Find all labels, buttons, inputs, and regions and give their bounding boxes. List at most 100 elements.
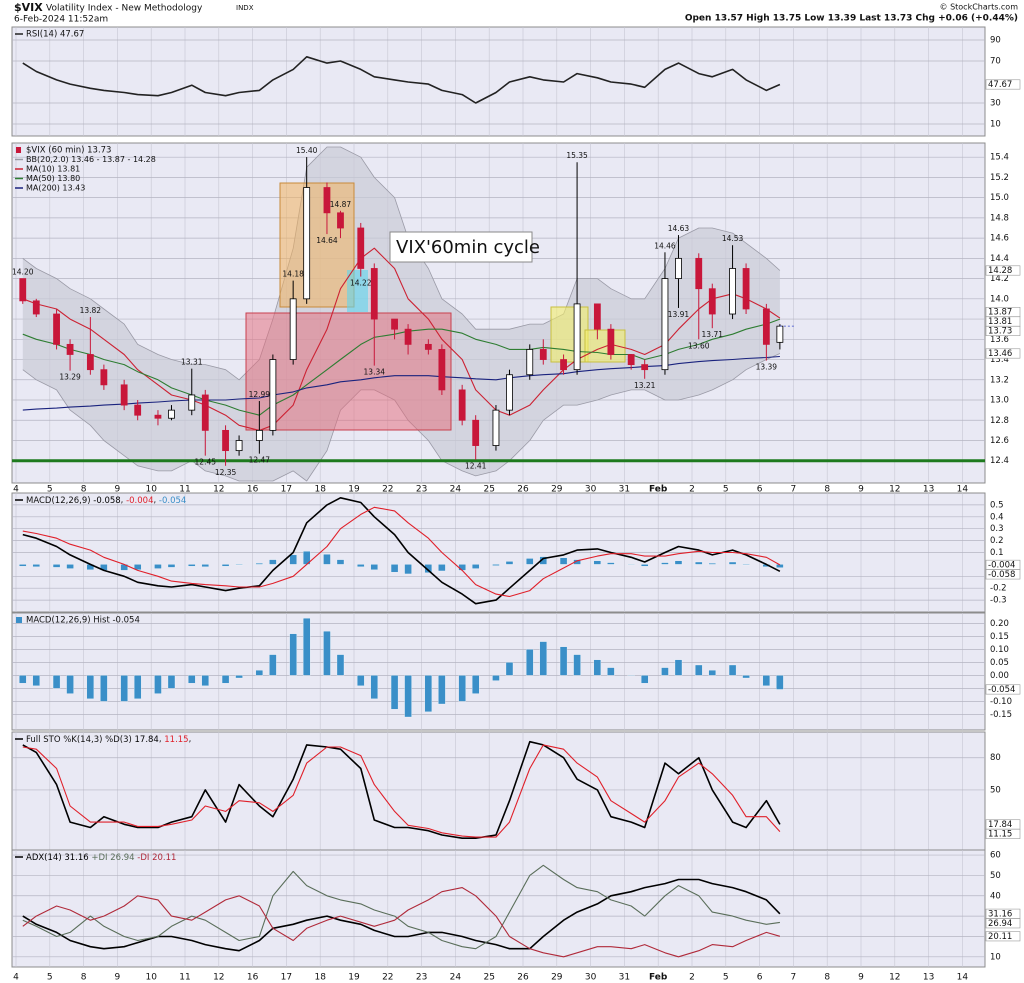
- value-tag: [985, 79, 1021, 90]
- candle-body: [472, 419, 480, 446]
- candle-body: [235, 440, 243, 452]
- histogram-bar: [492, 564, 500, 566]
- histogram-bar: [269, 559, 277, 565]
- x-tick-label: 12: [889, 973, 900, 983]
- histogram-bar: [505, 662, 514, 676]
- series-line: [22, 744, 781, 838]
- x-tick-label: Feb: [649, 485, 668, 495]
- histogram-bar: [674, 560, 683, 565]
- y-tick-label: -0.15: [990, 710, 1012, 720]
- x-tick-label: 18: [314, 485, 326, 495]
- histogram-bar: [357, 675, 365, 686]
- low-label: 12.41: [465, 462, 487, 471]
- symbol: $VIX: [14, 1, 43, 14]
- high-label: 14.63: [668, 224, 690, 233]
- histogram-bar: [19, 675, 27, 684]
- x-tick-label: 22: [382, 485, 393, 495]
- histogram-bar: [235, 675, 243, 679]
- y-tick-label: 12.4: [990, 456, 1009, 466]
- candle-body: [86, 354, 94, 371]
- candle-body: [424, 343, 432, 350]
- candle-body: [695, 257, 703, 290]
- y-tick-label: 0.20: [990, 619, 1009, 629]
- series-line: [22, 506, 781, 598]
- histogram-bar: [539, 556, 547, 565]
- value-tag-label: 11.15: [988, 829, 1012, 839]
- histogram-bar: [167, 675, 176, 689]
- value-tag: [985, 348, 1021, 359]
- histogram-bar: [559, 557, 568, 565]
- value-tag: [985, 684, 1021, 695]
- y-tick-label: 70: [990, 57, 1001, 67]
- histogram-bar: [32, 675, 40, 686]
- candle-body: [607, 328, 615, 355]
- value-tag: [985, 569, 1021, 580]
- x-tick-label: 10: [145, 973, 157, 983]
- candle-body: [593, 303, 601, 330]
- legend-prefix: Full STO %K(14,3) %D(3): [26, 735, 132, 745]
- x-tick-label: 31: [619, 973, 630, 983]
- series-line: [22, 318, 781, 416]
- panel-title: MACD(12,26,9) Hist -0.054: [26, 616, 140, 626]
- y-tick-label: 13.0: [990, 396, 1009, 406]
- x-tick-label: 4: [13, 973, 19, 983]
- histogram-bar: [86, 675, 95, 699]
- legend-label: MA(50) 13.80: [26, 174, 80, 183]
- low-label: 13.91: [668, 310, 690, 319]
- value-tag-label: 14.28: [988, 266, 1012, 276]
- low-label: 13.21: [634, 381, 656, 390]
- histogram-bar: [336, 654, 345, 676]
- x-tick-label: 16: [247, 973, 259, 983]
- bollinger-upper: [22, 146, 781, 381]
- low-label: 13.29: [59, 373, 81, 382]
- histogram-bar: [289, 633, 297, 676]
- panel-frame: [11, 849, 986, 968]
- histogram-bar: [289, 554, 297, 565]
- y-tick-label: 0.2: [990, 536, 1004, 546]
- histogram-bar: [641, 675, 649, 684]
- candle-body: [391, 318, 398, 330]
- histogram-bar: [404, 675, 412, 718]
- y-tick-label: -0.3: [990, 596, 1007, 606]
- y-tick-label: 30: [990, 99, 1001, 109]
- candle-body: [370, 268, 378, 320]
- candle-body: [438, 349, 446, 391]
- candle-body: [32, 300, 40, 315]
- series-line: [22, 878, 781, 952]
- y-tick-label: 40: [990, 891, 1001, 901]
- value-tag: [985, 828, 1021, 839]
- x-tick-label: 18: [314, 973, 326, 983]
- y-tick-label: 14.4: [990, 254, 1009, 264]
- histogram-bar: [32, 564, 40, 567]
- y-tick-label: 10: [990, 120, 1001, 130]
- x-tick-label: 5: [47, 485, 53, 495]
- candle-body: [269, 359, 277, 431]
- legend-label: BB(20,2.0) 13.46 - 13.87 - 14.28: [26, 155, 156, 164]
- x-tick-label: 11: [179, 973, 190, 983]
- histogram-bar: [438, 675, 446, 705]
- histogram-bar: [100, 675, 108, 702]
- y-tick-label: 0.1: [990, 548, 1004, 558]
- y-tick-label: 90: [990, 36, 1001, 46]
- candle-body: [134, 404, 142, 416]
- candle-body: [641, 364, 649, 371]
- candle-body: [100, 369, 108, 386]
- legend-icon: [16, 147, 21, 153]
- x-tick-label: 29: [551, 485, 563, 495]
- histogram-bar: [269, 654, 277, 676]
- histogram-bar: [695, 664, 703, 676]
- y-tick-label: 15.4: [990, 153, 1009, 163]
- candle-body: [492, 409, 500, 446]
- candle-body: [526, 349, 534, 376]
- quote: Open 13.57 High 13.75 Low 13.39 Last 13.…: [685, 14, 1018, 24]
- y-tick-label: 15.0: [990, 193, 1009, 203]
- histogram-bar: [573, 559, 581, 565]
- y-tick-label: 0.4: [990, 512, 1004, 522]
- x-tick-label: 31: [619, 485, 630, 495]
- high-label: 14.18: [282, 270, 304, 279]
- value-tag-label: 47.67: [988, 80, 1012, 90]
- series-line: [22, 497, 781, 605]
- high-label: 13.82: [80, 306, 102, 315]
- histogram-bar: [370, 675, 378, 699]
- histogram-bar: [728, 664, 737, 676]
